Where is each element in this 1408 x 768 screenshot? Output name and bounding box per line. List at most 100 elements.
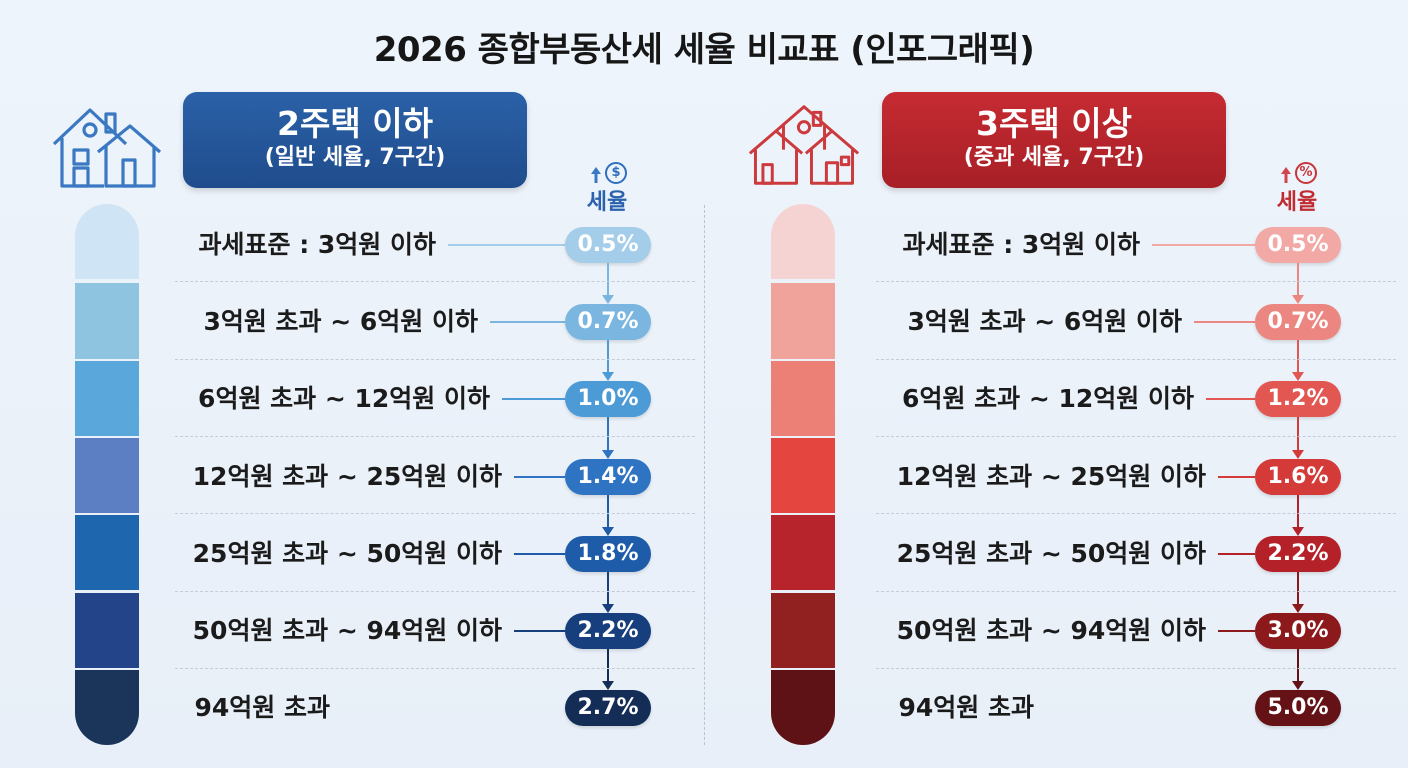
panel-three-homes: 3주택 이상 (중과 세율, 7구간) % 세율 과세표준 : 3억원 이하 0.… [704, 0, 1408, 768]
rate-label: 세율 [586, 190, 628, 215]
bracket-label: 12억원 초과 ~ 25억원 이하 [896, 461, 1206, 491]
down-arrow [1297, 417, 1299, 451]
rate-rows: 과세표준 : 3억원 이하 0.5% 3억원 초과 ~ 6억원 이하 0.7% 6억원 … [704, 0, 1408, 768]
bar-segment [771, 360, 835, 436]
down-arrow [607, 494, 609, 528]
row-separator [175, 513, 695, 515]
arrow-head-icon [602, 449, 614, 459]
header-title: 2주택 이하 [277, 104, 433, 143]
connector-line [502, 398, 565, 401]
rate-rows: 과세표준 : 3억원 이하 0.5% 3억원 초과 ~ 6억원 이하 0.7% 6억원 … [175, 226, 695, 727]
arrow-head-icon [1292, 372, 1304, 382]
bar-segment [771, 283, 835, 359]
bar-segment [75, 669, 139, 746]
down-arrow [607, 262, 609, 296]
connector-line [1218, 552, 1255, 555]
connector-line [1152, 243, 1255, 246]
bar-segment [75, 283, 139, 359]
row-separator [876, 358, 1396, 360]
down-arrow [607, 571, 609, 606]
down-arrow [607, 339, 609, 374]
header-three-homes: 3주택 이상 (중과 세율, 7구간) [882, 92, 1226, 188]
bar-segment [75, 204, 139, 280]
bar-segment [771, 592, 835, 668]
bracket-label: 94억원 초과 [898, 693, 1035, 723]
page-title: 2026 종합부동산세 세율 비교표 (인포그래픽) [373, 30, 1035, 70]
rate-heading: % 세율 [1252, 160, 1342, 216]
gradient-bar [771, 204, 835, 746]
bar-segment [75, 515, 139, 591]
connector-line [1206, 398, 1255, 401]
rate-pill: 0.5% [1255, 226, 1341, 263]
connector-line [514, 630, 565, 633]
row-separator [876, 590, 1396, 592]
down-arrow [1297, 571, 1299, 606]
rate-label: 세율 [1276, 190, 1318, 215]
arrow-head-icon [602, 526, 614, 536]
bracket-label: 과세표준 : 3억원 이하 [902, 229, 1140, 259]
panel-two-homes: 2주택 이하 (일반 세율, 7구간) $ 세율 과세표준 : 3억원 이하 0.… [52, 92, 695, 746]
row-separator [876, 513, 1396, 515]
bar-segment [75, 360, 139, 436]
connector-line [490, 320, 565, 323]
row-separator [175, 358, 695, 360]
rate-pill: 0.5% [565, 226, 651, 263]
down-arrow [607, 417, 609, 451]
row-separator [876, 281, 1396, 283]
down-arrow [1297, 262, 1299, 296]
bracket-label: 94억원 초과 [194, 693, 331, 723]
rate-pill: 0.7% [565, 303, 651, 340]
bar-segment [771, 515, 835, 591]
arrow-head-icon [602, 681, 614, 691]
row-separator [175, 435, 695, 437]
header-title: 3주택 이상 [976, 104, 1132, 143]
rate-pill: 1.4% [565, 458, 651, 495]
arrow-head-icon [1292, 604, 1304, 614]
row-separator [175, 667, 695, 669]
rate-heading: $ 세율 [562, 160, 652, 216]
row-separator [175, 590, 695, 592]
down-arrow [607, 649, 609, 683]
bar-segment [75, 592, 139, 668]
bracket-label: 50억원 초과 ~ 94억원 이하 [896, 616, 1206, 646]
arrow-head-icon [1292, 681, 1304, 691]
rate-up-icon: % [1252, 160, 1342, 190]
bracket-label: 50억원 초과 ~ 94억원 이하 [192, 616, 502, 646]
connector-line [1218, 630, 1255, 633]
connector-line [514, 552, 565, 555]
arrow-head-icon [602, 604, 614, 614]
bracket-label: 12억원 초과 ~ 25억원 이하 [192, 461, 502, 491]
house-icon [52, 108, 162, 188]
arrow-head-icon [1292, 526, 1304, 536]
connector-line [448, 243, 565, 246]
connector-line [1194, 320, 1255, 323]
rate-pill: 1.6% [1255, 458, 1341, 495]
arrow-head-icon [602, 372, 614, 382]
down-arrow [1297, 339, 1299, 374]
bracket-label: 6억원 초과 ~ 12억원 이하 [198, 384, 490, 414]
center-divider [704, 205, 705, 745]
house-icon [748, 105, 860, 185]
bar-segment [771, 204, 835, 280]
rate-pill: 2.2% [1255, 535, 1341, 572]
rate-pill: 2.2% [565, 613, 651, 650]
row-separator [876, 435, 1396, 437]
bracket-label: 3억원 초과 ~ 6억원 이하 [907, 306, 1182, 336]
down-arrow [1297, 649, 1299, 683]
gradient-bar [75, 204, 139, 746]
rate-pill: 1.0% [565, 381, 651, 418]
rate-pill: 2.7% [565, 690, 651, 727]
rate-pill: 1.2% [1255, 381, 1341, 418]
header-subtitle: (중과 세율, 7구간) [963, 145, 1145, 170]
row-separator [876, 667, 1396, 669]
arrow-head-icon [1292, 294, 1304, 304]
bracket-label: 25억원 초과 ~ 50억원 이하 [896, 538, 1206, 568]
header-subtitle: (일반 세율, 7구간) [264, 145, 446, 170]
dollar-icon: $ [605, 162, 627, 184]
rate-pill: 0.7% [1255, 303, 1341, 340]
rate-pill: 3.0% [1255, 613, 1341, 650]
row-separator [175, 281, 695, 283]
percent-icon: % [1295, 162, 1317, 184]
bracket-label: 6억원 초과 ~ 12억원 이하 [902, 384, 1194, 414]
header-two-homes: 2주택 이하 (일반 세율, 7구간) [183, 92, 527, 188]
